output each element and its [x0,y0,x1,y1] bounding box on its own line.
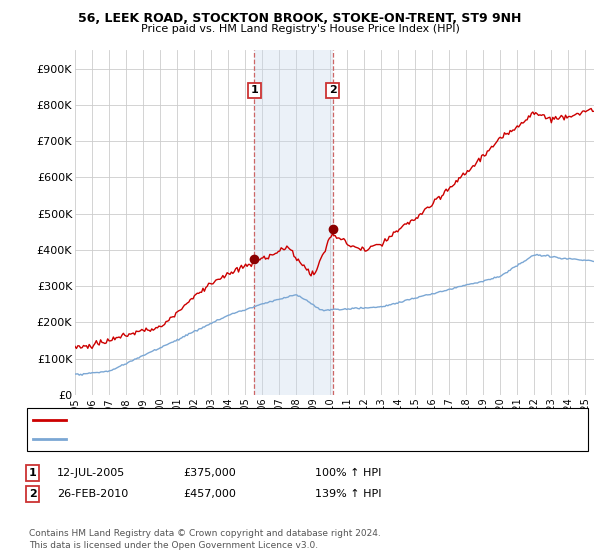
Text: 1: 1 [29,468,37,478]
Text: 26-FEB-2010: 26-FEB-2010 [57,489,128,499]
Text: 1: 1 [250,85,258,95]
Text: 56, LEEK ROAD, STOCKTON BROOK, STOKE-ON-TRENT, ST9 9NH (detached house): 56, LEEK ROAD, STOCKTON BROOK, STOKE-ON-… [72,415,473,424]
Text: HPI: Average price, detached house, Staffordshire Moorlands: HPI: Average price, detached house, Staf… [72,434,369,444]
Text: 2: 2 [329,85,337,95]
Text: 100% ↑ HPI: 100% ↑ HPI [315,468,382,478]
Text: Price paid vs. HM Land Registry's House Price Index (HPI): Price paid vs. HM Land Registry's House … [140,24,460,34]
Text: 2: 2 [29,489,37,499]
Text: 56, LEEK ROAD, STOCKTON BROOK, STOKE-ON-TRENT, ST9 9NH: 56, LEEK ROAD, STOCKTON BROOK, STOKE-ON-… [79,12,521,25]
Text: 12-JUL-2005: 12-JUL-2005 [57,468,125,478]
Text: £457,000: £457,000 [183,489,236,499]
Bar [254,50,333,395]
Text: Contains HM Land Registry data © Crown copyright and database right 2024.
This d: Contains HM Land Registry data © Crown c… [29,529,380,550]
Text: £375,000: £375,000 [183,468,236,478]
Text: 139% ↑ HPI: 139% ↑ HPI [315,489,382,499]
